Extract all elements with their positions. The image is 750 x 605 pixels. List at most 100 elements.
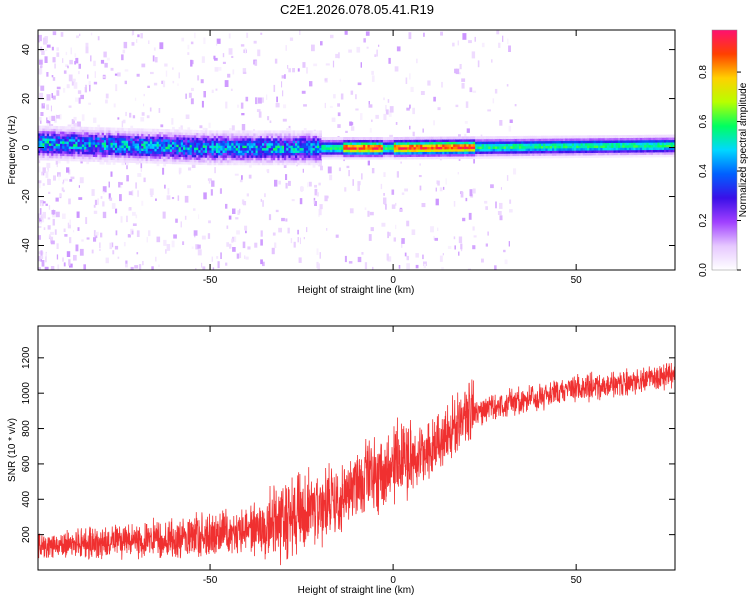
spectrogram-cell xyxy=(251,140,254,144)
spectrogram-cell xyxy=(229,152,232,156)
spectrogram-cell xyxy=(525,155,529,159)
spectrogram-cell xyxy=(183,129,186,133)
spectrogram-noise-cell xyxy=(40,255,44,260)
spectrogram-cell xyxy=(521,135,524,139)
spectrogram-cell xyxy=(317,154,320,158)
spectrogram-cell xyxy=(209,135,213,139)
spectrogram-cell xyxy=(488,141,492,145)
spectrogram-cell xyxy=(308,130,311,134)
spectrogram-cell xyxy=(422,146,426,150)
spectrogram-noise-cell xyxy=(330,34,334,39)
spectrogram-noise-cell xyxy=(120,182,123,185)
spectrogram-cell xyxy=(231,152,235,156)
spectrogram-noise-cell xyxy=(187,52,190,55)
spectrogram-cell xyxy=(110,147,114,151)
spectrogram-cell xyxy=(637,142,641,146)
spectrogram-cell xyxy=(106,134,109,138)
spectrogram-cell xyxy=(253,140,257,144)
spectrogram-cell xyxy=(62,148,65,152)
spectrogram-cell xyxy=(218,159,221,163)
spectrogram-cell xyxy=(543,150,546,154)
spectrogram-cell xyxy=(273,157,276,161)
spectrogram-cell xyxy=(666,146,669,150)
spectrogram-cell xyxy=(75,133,79,137)
spectrogram-noise-cell xyxy=(57,264,60,270)
spectrogram-noise-cell xyxy=(400,161,402,164)
spectrogram-cell xyxy=(418,151,421,155)
spectrogram-cell xyxy=(451,151,454,155)
spectrogram-noise-cell xyxy=(408,32,412,40)
spectrogram-cell xyxy=(644,137,647,141)
spectrogram-cell xyxy=(569,150,573,154)
spectrogram-cell xyxy=(132,142,136,146)
spectrogram-cell xyxy=(51,130,54,134)
spectrogram-cell xyxy=(121,159,125,163)
spectrogram-cell xyxy=(578,135,582,139)
spectrogram-noise-cell xyxy=(41,171,44,176)
spectrogram-cell xyxy=(358,144,362,148)
spectrogram-cell xyxy=(279,137,283,141)
spectrogram-cell xyxy=(516,143,520,147)
spectrogram-cell xyxy=(117,152,120,156)
spectrogram-cell xyxy=(670,144,674,148)
spectrogram-cell xyxy=(119,154,123,158)
spectrogram-cell xyxy=(123,127,127,131)
spectrogram-cell xyxy=(198,159,202,163)
spectrogram-noise-cell xyxy=(171,118,174,125)
spectrogram-cell xyxy=(202,157,206,161)
spectrogram-noise-cell xyxy=(409,73,411,80)
spectrogram-cell xyxy=(101,154,105,158)
spectrogram-cell xyxy=(297,159,300,163)
spectrogram-cell xyxy=(255,142,259,146)
spectrogram-cell xyxy=(314,150,318,153)
spectrogram-cell xyxy=(409,144,412,148)
spectrogram-cell xyxy=(532,135,535,139)
spectrogram-cell xyxy=(558,145,562,149)
spectrogram-cell xyxy=(255,140,259,144)
spectrogram-cell xyxy=(139,145,142,149)
spectrogram-cell xyxy=(139,135,142,139)
spectrogram-cell xyxy=(86,126,90,130)
spectrogram-cell xyxy=(580,137,584,141)
spectrogram-noise-cell xyxy=(190,59,193,67)
spectrogram-cell xyxy=(481,148,485,152)
spectrogram-cell xyxy=(628,147,632,151)
spectrogram-cell xyxy=(624,152,628,156)
spectrogram-cell xyxy=(240,135,243,139)
spectrogram-cell xyxy=(411,136,415,140)
chart-title: C2E1.2026.078.05.41.R19 xyxy=(280,2,434,17)
spectrogram-cell xyxy=(560,140,564,144)
spectrogram-cell xyxy=(567,142,571,146)
spectrogram-cell xyxy=(327,156,331,160)
spectrogram-cell xyxy=(266,132,270,136)
spectrogram-cell xyxy=(57,153,61,156)
spectrogram-noise-cell xyxy=(255,97,258,105)
spectrogram-noise-cell xyxy=(93,204,96,208)
spectrogram-cell xyxy=(312,132,316,136)
spectrogram-noise-cell xyxy=(38,225,42,228)
spectrogram-cell xyxy=(626,149,630,153)
spectrogram-cell xyxy=(303,157,307,161)
spectrogram-cell xyxy=(262,135,265,139)
spectrogram-cell xyxy=(481,153,485,157)
spectrogram-cell xyxy=(163,151,166,155)
spectrogram-cell xyxy=(525,148,529,152)
spectrogram-cell xyxy=(231,162,235,166)
spectrogram-cell xyxy=(174,149,177,152)
spectrogram-cell xyxy=(582,137,586,141)
spectrogram-cell xyxy=(163,131,166,135)
spectrogram-cell xyxy=(563,145,566,149)
spectrogram-cell xyxy=(321,154,325,158)
spectrogram-cell xyxy=(617,149,621,153)
spectrogram-cell xyxy=(246,135,250,139)
spectrogram-noise-cell xyxy=(134,265,139,269)
spectrogram-cell xyxy=(209,130,213,134)
spectrogram-noise-cell xyxy=(191,87,194,91)
spectrogram-cell xyxy=(327,154,331,158)
spectrogram-cell xyxy=(538,138,542,142)
spectrogram-cell xyxy=(446,153,450,157)
spectrogram-noise-cell xyxy=(39,208,42,215)
spectrogram-cell xyxy=(530,145,533,149)
spectrogram-cell xyxy=(110,159,114,163)
spectrogram-cell xyxy=(558,155,562,159)
